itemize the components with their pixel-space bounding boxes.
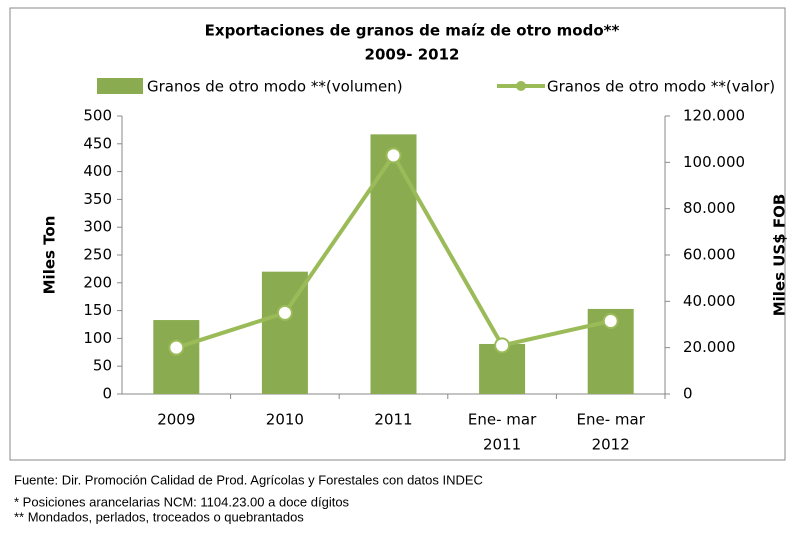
- y2-tick-label: 40.000: [683, 292, 736, 310]
- line-marker: [276, 304, 293, 321]
- y-tick-label: 300: [83, 218, 112, 236]
- y2-tick-label: 80.000: [683, 199, 736, 217]
- y-tick-label: 450: [83, 134, 112, 152]
- y-tick-label: 150: [83, 301, 112, 319]
- y2-axis-title: Miles US$ FOB: [771, 194, 789, 317]
- x-tick-label: 2011: [374, 411, 412, 429]
- y-axis-title: Miles Ton: [41, 216, 59, 295]
- y-tick-label: 50: [93, 357, 112, 375]
- line-marker: [494, 337, 511, 354]
- y2-tick-label: 20.000: [683, 338, 736, 356]
- legend-label: Granos de otro modo **(volumen): [147, 78, 403, 96]
- y2-tick-label: 60.000: [683, 246, 736, 264]
- y-tick-label: 250: [83, 246, 112, 264]
- x-tick-label: Ene- mar: [468, 411, 537, 429]
- footnote: ** Mondados, perlados, troceados o quebr…: [14, 509, 304, 524]
- footnote: * Posiciones arancelarias NCM: 1104.23.0…: [14, 494, 350, 509]
- bar: [370, 134, 417, 394]
- y-tick-label: 400: [83, 162, 112, 180]
- y-tick-label: 0: [102, 385, 112, 403]
- x-tick-label: 2010: [266, 411, 304, 429]
- line-marker: [168, 339, 185, 356]
- y2-tick-label: 100.000: [683, 153, 745, 171]
- legend-label: Granos de otro modo **(valor): [547, 78, 775, 96]
- y-tick-label: 100: [83, 329, 112, 347]
- bar: [153, 320, 200, 394]
- y2-tick-label: 0: [683, 385, 693, 403]
- chart-title: Exportaciones de granos de maíz de otro …: [205, 22, 620, 40]
- x-tick-label: 2009: [157, 411, 195, 429]
- legend-swatch: [516, 81, 526, 91]
- chart-title: 2009- 2012: [365, 46, 460, 64]
- x-tick-label: 2012: [592, 436, 630, 454]
- x-tick-label: Ene- mar: [577, 411, 646, 429]
- legend-swatch: [97, 78, 143, 94]
- y2-tick-label: 120.000: [683, 107, 745, 125]
- footnote: Fuente: Dir. Promoción Calidad de Prod. …: [14, 472, 483, 487]
- y-tick-label: 200: [83, 273, 112, 291]
- y-tick-label: 500: [83, 107, 112, 125]
- line-marker: [385, 147, 402, 164]
- x-tick-label: 2011: [483, 436, 521, 454]
- y-tick-label: 350: [83, 190, 112, 208]
- line-marker: [602, 313, 619, 330]
